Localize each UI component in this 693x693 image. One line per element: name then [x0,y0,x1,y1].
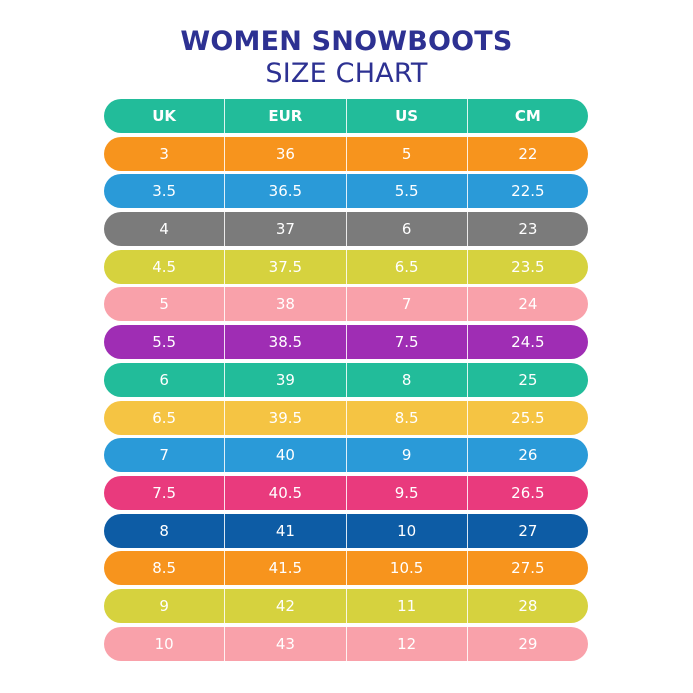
table-row: 7 40 9 26 [104,438,588,473]
table-row: 8 41 10 27 [104,513,588,548]
table-row: 5.5 38.5 7.5 24.5 [104,325,588,360]
table-row: 7.5 40.5 9.5 26.5 [104,475,588,510]
table-cell-cm: 27.5 [466,551,588,586]
table-cell-us: 9.5 [345,475,467,510]
table-cell-cm: 24.5 [466,325,588,360]
table-cell-eur: 36 [224,136,345,171]
table-row: 4.5 37.5 6.5 23.5 [104,249,588,284]
table-cell-uk: 8 [159,521,169,540]
table-cell-eur: 42 [224,588,345,623]
table-row: 9 42 11 28 [104,588,588,623]
table-cell-uk: 8.5 [152,559,177,578]
table-cell-eur: 40 [224,438,345,473]
chart-title: WOMEN SNOWBOOTS [180,26,513,57]
table-cell-uk: 5.5 [152,333,177,352]
column-header-cm: CM [466,99,588,133]
table-cell-cm: 23.5 [466,249,588,284]
table-cell-cm: 22.5 [466,174,588,209]
table-cell-cm: 25.5 [466,400,588,435]
table-cell-us: 10 [345,513,467,548]
table-cell-us: 8 [345,362,467,397]
table-cell-eur: 39.5 [224,400,345,435]
table-row: 8.5 41.5 10.5 27.5 [104,551,588,586]
table-cell-us: 6.5 [345,249,467,284]
table-cell-cm: 22 [466,136,588,171]
table-cell-cm: 23 [466,212,588,247]
table-cell-eur: 40.5 [224,475,345,510]
table-cell-cm: 26.5 [466,475,588,510]
column-header-us: US [345,99,467,133]
table-row: 3 36 5 22 [104,136,588,171]
table-cell-us: 7 [345,287,467,322]
table-cell-eur: 38.5 [224,325,345,360]
table-cell-us: 5 [345,136,467,171]
table-row: 6.5 39.5 8.5 25.5 [104,400,588,435]
table-cell-uk: 6 [159,370,169,389]
table-cell-eur: 38 [224,287,345,322]
table-cell-uk: 7 [159,446,169,465]
table-cell-eur: 41.5 [224,551,345,586]
column-header-eur: EUR [224,99,345,133]
table-cell-us: 10.5 [345,551,467,586]
table-row: 3.5 36.5 5.5 22.5 [104,174,588,209]
table-cell-uk: 4 [159,220,169,239]
table-cell-eur: 43 [224,626,345,661]
table-header-row: UK EUR US CM [104,99,588,133]
table-cell-uk: 4.5 [152,257,177,276]
table-cell-cm: 26 [466,438,588,473]
size-chart-table: UK EUR US CM 3 36 5 22 3.5 36.5 5.5 22.5 4 37 6 23 4.5 37… [104,99,588,664]
table-cell-cm: 29 [466,626,588,661]
table-cell-cm: 24 [466,287,588,322]
table-cell-eur: 39 [224,362,345,397]
chart-subtitle: SIZE CHART [265,58,428,89]
table-cell-cm: 28 [466,588,588,623]
table-row: 6 39 8 25 [104,362,588,397]
table-cell-eur: 41 [224,513,345,548]
table-cell-us: 12 [345,626,467,661]
table-cell-uk: 9 [159,596,169,615]
table-cell-uk: 7.5 [152,483,177,502]
table-cell-us: 9 [345,438,467,473]
table-cell-uk: 5 [159,295,169,314]
table-cell-eur: 37 [224,212,345,247]
table-row: 10 43 12 29 [104,626,588,661]
table-cell-uk: 3 [159,144,169,163]
table-cell-us: 8.5 [345,400,467,435]
table-cell-eur: 36.5 [224,174,345,209]
table-cell-us: 11 [345,588,467,623]
table-row: 5 38 7 24 [104,287,588,322]
table-cell-us: 6 [345,212,467,247]
column-header-uk: UK [152,107,177,125]
table-cell-uk: 10 [154,634,174,653]
table-cell-cm: 25 [466,362,588,397]
table-cell-us: 7.5 [345,325,467,360]
table-cell-uk: 3.5 [152,182,177,201]
table-cell-us: 5.5 [345,174,467,209]
table-cell-cm: 27 [466,513,588,548]
table-cell-uk: 6.5 [152,408,177,427]
table-cell-eur: 37.5 [224,249,345,284]
table-row: 4 37 6 23 [104,212,588,247]
